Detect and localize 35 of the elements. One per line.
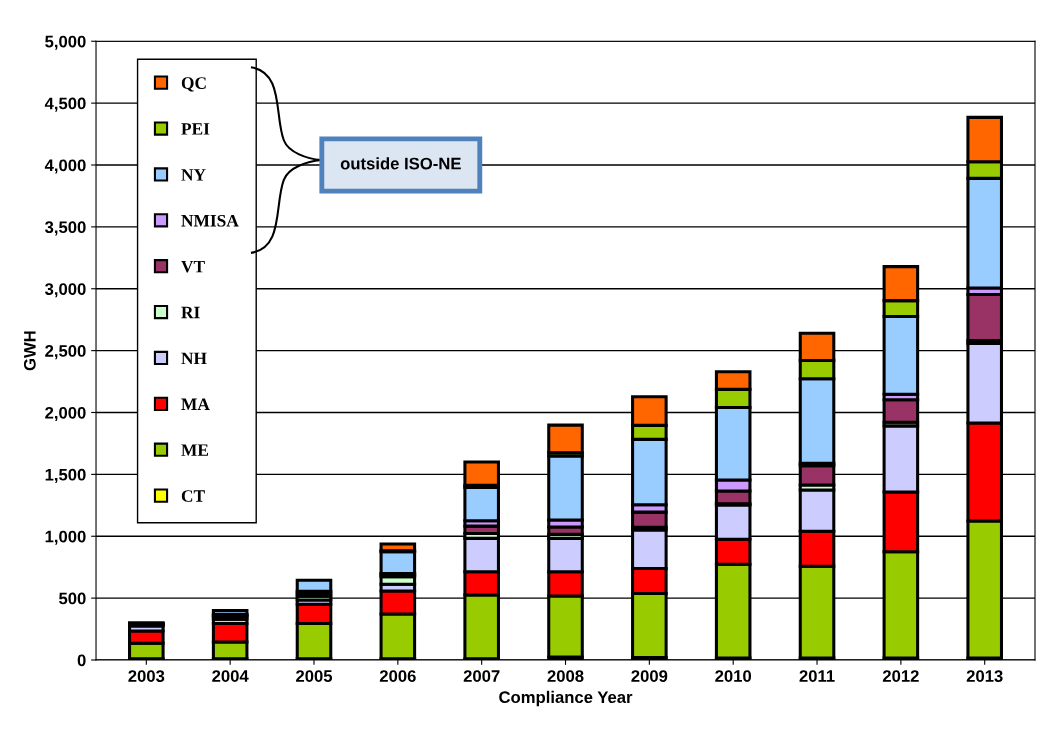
y-tick-label: 2,500 bbox=[45, 345, 86, 360]
x-tick-label: 2010 bbox=[715, 670, 752, 682]
x-tick-label: 2007 bbox=[463, 670, 500, 682]
x-tick-label: 2012 bbox=[882, 670, 919, 682]
x-tick-label: 2011 bbox=[799, 670, 835, 682]
y-tick-label: 4,500 bbox=[44, 97, 86, 112]
x-axis-title: Compliance Year bbox=[499, 690, 633, 707]
y-tick-label: 1,000 bbox=[45, 530, 86, 545]
x-tick-label: 2005 bbox=[296, 670, 333, 682]
legend-label: NY bbox=[181, 169, 206, 181]
x-tick-label: 2003 bbox=[128, 670, 165, 682]
y-tick-label: 5,000 bbox=[45, 35, 86, 50]
y-tick-label: 3,500 bbox=[44, 221, 86, 236]
legend-label: CT bbox=[181, 490, 205, 502]
legend-label: VT bbox=[181, 260, 205, 273]
legend-label: QC bbox=[181, 77, 206, 92]
x-tick-label: 2006 bbox=[379, 670, 416, 682]
legend-label: NMISA bbox=[181, 214, 239, 227]
y-tick-label: 4,000 bbox=[44, 159, 86, 174]
y-tick-label: 3,000 bbox=[44, 283, 86, 298]
legend-label: ME bbox=[181, 444, 209, 456]
y-tick-label: 2,000 bbox=[45, 406, 86, 422]
y-tick-label: 500 bbox=[59, 592, 86, 605]
legend-label: MA bbox=[181, 398, 210, 410]
y-tick-label: 1,500 bbox=[45, 468, 86, 483]
x-tick-label: 2013 bbox=[966, 670, 1003, 682]
x-tick-label: 2009 bbox=[631, 670, 668, 682]
legend-label: RI bbox=[181, 306, 200, 319]
y-tick-label: 0 bbox=[77, 654, 86, 667]
x-tick-label: 2008 bbox=[547, 670, 584, 682]
legend-label: PEI bbox=[181, 123, 210, 135]
legend-label: NH bbox=[181, 352, 207, 365]
annotation: outside ISO-NE bbox=[340, 157, 461, 170]
x-tick-label: 2004 bbox=[212, 670, 249, 682]
y-axis-title: GWH bbox=[23, 331, 36, 371]
